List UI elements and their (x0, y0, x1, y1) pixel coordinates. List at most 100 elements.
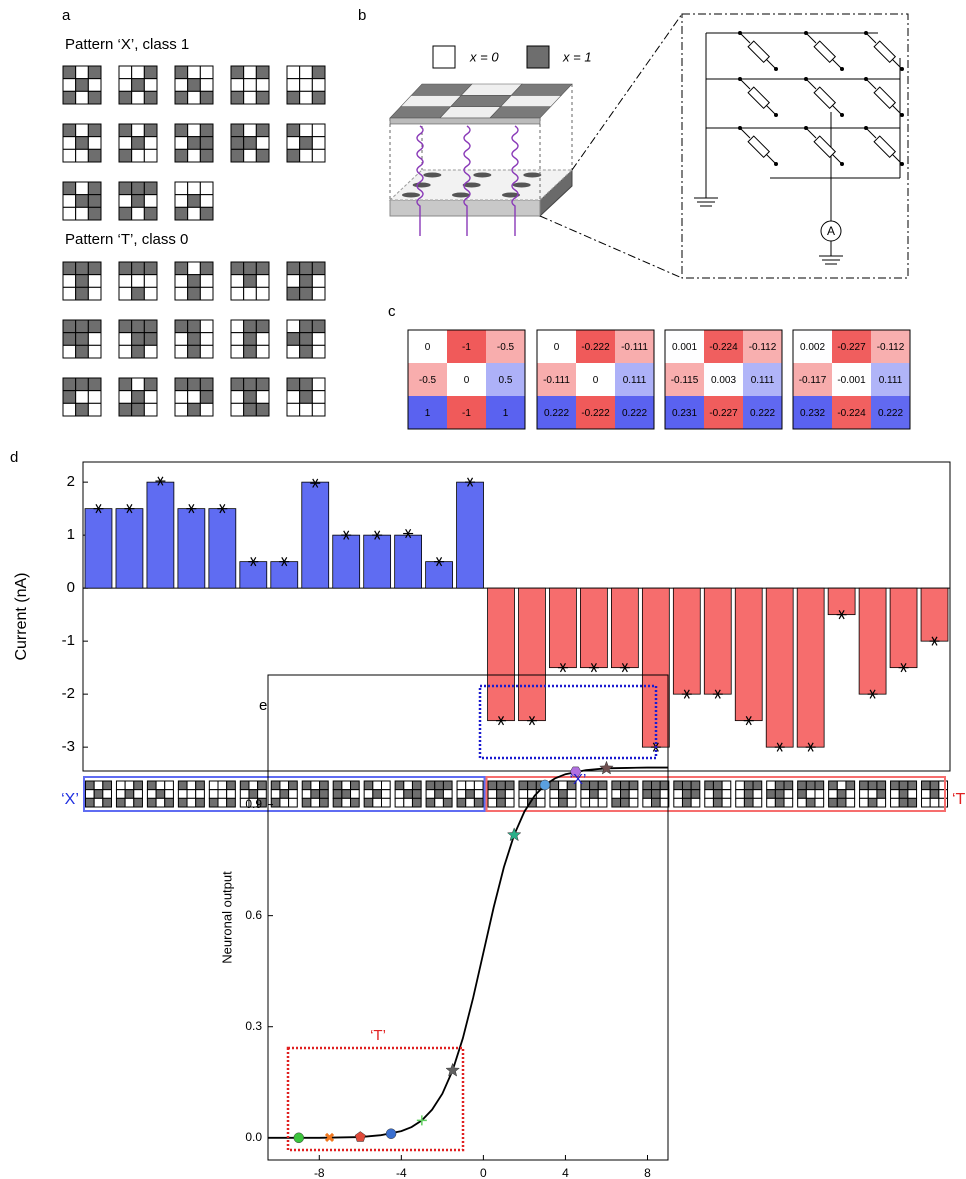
pattern-cell (119, 378, 132, 391)
pattern-cell (256, 124, 269, 137)
zoom-line (572, 14, 682, 170)
panel-label: c (388, 303, 396, 320)
pattern-cell (320, 790, 329, 799)
pattern-cell (76, 378, 89, 391)
y-axis-label: Neuronal output (219, 871, 234, 964)
pattern-cell (165, 781, 174, 790)
pattern-cell (63, 124, 76, 137)
pattern-cell (300, 345, 313, 358)
pattern-cell (744, 781, 753, 790)
circuit-wire (866, 128, 876, 138)
pattern-cell (598, 790, 607, 799)
pattern-cell (300, 79, 313, 92)
pattern-cell (200, 391, 213, 404)
pattern-cell (922, 781, 931, 790)
pattern-cell (88, 182, 101, 195)
legend-label: x = 1 (562, 49, 592, 64)
weight-value: 0.111 (751, 375, 775, 386)
pattern-cell (899, 781, 908, 790)
pattern-cell (497, 790, 506, 799)
memristor (402, 193, 420, 198)
plot-frame (268, 675, 668, 1160)
weight-value: 0.001 (672, 342, 697, 353)
ammeter-label: A (827, 224, 835, 238)
weight-value: -0.115 (671, 375, 699, 386)
pattern-cell (188, 207, 201, 220)
pattern-cell (196, 798, 205, 807)
pattern-cell (806, 798, 815, 807)
pattern-cell (144, 66, 157, 79)
bar (457, 482, 484, 588)
pattern-cell (144, 91, 157, 104)
pattern-cell (132, 287, 145, 300)
pattern-cell (231, 124, 244, 137)
pattern-cell (691, 798, 700, 807)
pattern-cell (244, 66, 257, 79)
pattern-cell (271, 798, 280, 807)
pattern-cell (116, 781, 125, 790)
bar (209, 509, 236, 589)
pattern-cell (144, 333, 157, 346)
pattern-cell (76, 207, 89, 220)
pattern-cell (175, 79, 188, 92)
x-tick-label: 8 (644, 1166, 651, 1179)
memristor (423, 173, 441, 178)
pattern-cell (76, 345, 89, 358)
pattern-cell (381, 781, 390, 790)
y-tick-label: 2 (67, 473, 75, 490)
pattern-cell (342, 790, 351, 799)
memristor (523, 173, 541, 178)
pattern-cell (287, 345, 300, 358)
pattern-cell (200, 195, 213, 208)
pattern-cell (218, 781, 227, 790)
x-tick-label: -4 (396, 1166, 407, 1179)
pattern-cell (837, 790, 846, 799)
pattern-cell (76, 403, 89, 416)
pattern-title: Pattern ‘X’, class 1 (65, 36, 189, 53)
pattern-cell (287, 403, 300, 416)
pattern-cell (302, 781, 311, 790)
weight-value: 0 (554, 342, 560, 353)
pattern-cell (753, 790, 762, 799)
pattern-cell (231, 391, 244, 404)
pattern-cell (175, 333, 188, 346)
figure: abcdePattern ‘X’, class 1Pattern ‘T’, cl… (0, 0, 966, 1179)
pattern-cell (287, 124, 300, 137)
class-label: ‘T (952, 791, 966, 808)
weight-value: 0 (425, 342, 431, 353)
pattern-cell (200, 320, 213, 333)
pattern-cell (63, 333, 76, 346)
pattern-cell (63, 66, 76, 79)
pattern-cell (175, 124, 188, 137)
pattern-cell (373, 790, 382, 799)
pattern-cell (891, 781, 900, 790)
pattern-cell (426, 781, 435, 790)
pattern-cell (63, 207, 76, 220)
pattern-cell (200, 275, 213, 288)
pattern-cell (63, 403, 76, 416)
pattern-cell (209, 798, 218, 807)
pattern-cell (287, 137, 300, 150)
pattern-cell (256, 287, 269, 300)
pattern-cell (868, 790, 877, 799)
memristor (473, 173, 491, 178)
pattern-cell (103, 790, 112, 799)
pattern-cell (227, 790, 236, 799)
pattern-cell (85, 781, 94, 790)
pattern-cell (132, 207, 145, 220)
pattern-cell (457, 798, 466, 807)
pattern-cell (939, 790, 948, 799)
pattern-cell (88, 333, 101, 346)
circuit-wire (832, 105, 842, 115)
pattern-cell (88, 287, 101, 300)
pattern-cell (567, 790, 576, 799)
pattern-cell (497, 781, 506, 790)
pattern-cell (231, 378, 244, 391)
pattern-cell (200, 79, 213, 92)
pattern-cell (116, 790, 125, 799)
pattern-cell (550, 781, 559, 790)
weight-value: -0.227 (837, 342, 866, 353)
pattern-cell (798, 790, 807, 799)
pattern-cell (519, 790, 528, 799)
pattern-cell (244, 403, 257, 416)
